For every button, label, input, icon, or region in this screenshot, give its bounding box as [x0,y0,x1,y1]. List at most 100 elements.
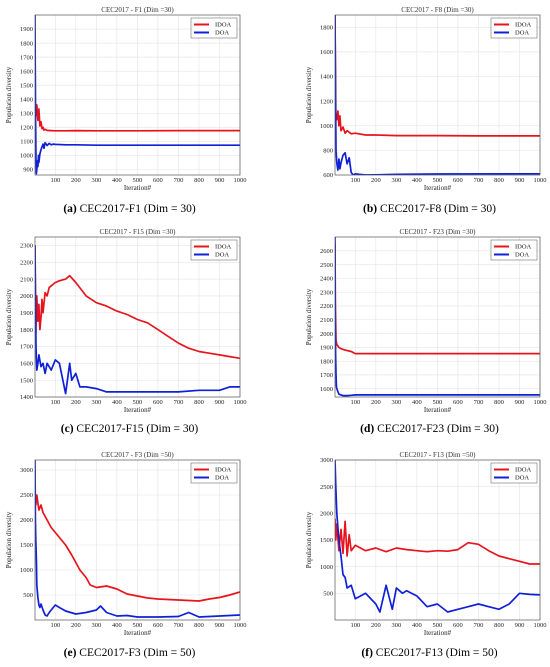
chart-panel-3: 100 200 300 400 500 600 700 800 900 1000 1400 1500 1… [5,228,247,435]
panel-caption: (e) CEC2017-F3 (Dim = 50) [64,647,196,659]
y-tick-label: 1700 [320,372,333,379]
x-axis-label: Iteration# [424,629,452,637]
series-line-doa [35,245,240,395]
y-tick-label: 1600 [20,68,33,75]
y-tick-label: 1400 [20,394,33,401]
x-tick-label: 400 [112,622,122,629]
caption-text: CEC2017-F8 (Dim = 30) [377,203,496,215]
legend-label-idoa: IDOA [515,244,532,251]
x-tick-label: 500 [133,399,143,406]
legend-label-doa: DOA [515,30,529,37]
x-tick-label: 400 [112,399,122,406]
y-axis-label: Population diversity [5,66,13,123]
x-tick-label: 200 [371,399,381,406]
x-tick-label: 300 [391,622,401,629]
caption-text: CEC2017-F3 (Dim = 50) [76,647,195,659]
caption-text: CEC2017-F1 (Dim = 30) [77,203,196,215]
y-tick-label: 2500 [320,262,333,269]
y-tick-label: 1400 [320,74,333,81]
chart-title: CEC2017 - F15 (Dim =30) [100,228,177,236]
x-tick-label: 700 [474,622,484,629]
legend-label-doa: DOA [215,252,229,259]
caption-letter: (a) [63,203,77,215]
x-tick-label: 100 [350,399,360,406]
x-tick-label: 300 [91,622,101,629]
panel-caption: (f) CEC2017-F13 (Dim = 50) [361,647,497,659]
series-line-doa [335,460,540,613]
series-line-doa [335,237,540,397]
x-axis-label: Iteration# [424,406,452,414]
x-tick-label: 800 [194,177,204,184]
y-tick-label: 2200 [20,259,33,266]
y-tick-label: 1500 [20,542,33,549]
y-tick-label: 1800 [320,358,333,365]
y-tick-label: 1600 [320,49,333,56]
caption-text: CEC2017-F23 (Dim = 30) [374,423,499,435]
x-tick-label: 500 [133,622,143,629]
y-tick-label: 2300 [20,243,33,250]
chart-title: CEC2017 - F8 (Dim =30) [401,6,474,14]
series-line-idoa [35,489,240,602]
chart-panel-2: 100 200 300 400 500 600 700 800 900 1000 600 800 100… [305,6,547,215]
x-axis-label: Iteration# [124,184,152,192]
x-tick-label: 100 [50,177,60,184]
x-tick-label: 200 [71,177,81,184]
x-tick-label: 600 [153,177,163,184]
chart-title: CEC2017 - F13 (Dim =50) [400,451,477,459]
y-tick-label: 3000 [20,467,33,474]
x-tick-label: 600 [453,622,463,629]
y-tick-label: 3000 [320,457,333,464]
x-tick-label: 900 [215,622,225,629]
caption-letter: (f) [361,647,373,659]
legend-label-idoa: IDOA [515,467,532,474]
series-line-doa [35,15,240,175]
plot-frame [34,236,241,398]
x-tick-label: 100 [50,622,60,629]
x-tick-label: 800 [494,177,504,184]
y-tick-label: 2000 [20,517,33,524]
x-tick-label: 200 [371,622,381,629]
plot-frame [334,236,541,398]
x-tick-label: 400 [412,399,422,406]
x-tick-label: 600 [453,399,463,406]
legend-label-idoa: IDOA [515,22,532,29]
x-tick-label: 900 [515,399,525,406]
x-axis-label: Iteration# [124,406,152,414]
y-tick-label: 1600 [20,361,33,368]
y-tick-label: 1300 [20,110,33,117]
y-tick-label: 600 [323,172,333,179]
plot-frame [34,14,241,176]
caption-letter: (e) [64,647,77,659]
y-tick-label: 1500 [320,537,333,544]
y-tick-label: 1700 [20,54,33,61]
y-tick-label: 1000 [20,153,33,160]
x-tick-label: 700 [474,177,484,184]
chart-panel-4: 100 200 300 400 500 600 700 800 900 1000 1600 1700 1… [305,228,547,435]
series-line-idoa [35,103,240,132]
x-tick-label: 400 [112,177,122,184]
y-tick-label: 1100 [20,139,33,146]
chart-title: CEC2017 - F3 (Dim =50) [101,451,174,459]
plot-frame [34,459,241,621]
x-tick-label: 900 [515,622,525,629]
x-tick-label: 1000 [534,177,547,184]
y-tick-label: 2100 [20,276,33,283]
y-tick-label: 2500 [20,492,33,499]
x-tick-label: 300 [91,177,101,184]
y-tick-label: 2300 [320,289,333,296]
y-tick-label: 1600 [320,386,333,393]
x-tick-label: 800 [194,399,204,406]
x-tick-label: 200 [71,399,81,406]
caption-letter: (c) [61,423,74,435]
x-tick-label: 200 [371,177,381,184]
y-axis-label: Population diversity [5,511,13,568]
x-tick-label: 600 [453,177,463,184]
x-tick-label: 600 [153,399,163,406]
x-tick-label: 500 [133,177,143,184]
chart-panel-5: 100 200 300 400 500 600 700 800 900 1000 500 1000 15… [5,451,247,659]
x-tick-label: 700 [174,399,184,406]
y-tick-label: 1000 [320,123,333,130]
y-tick-label: 1800 [20,40,33,47]
caption-letter: (b) [363,203,377,215]
